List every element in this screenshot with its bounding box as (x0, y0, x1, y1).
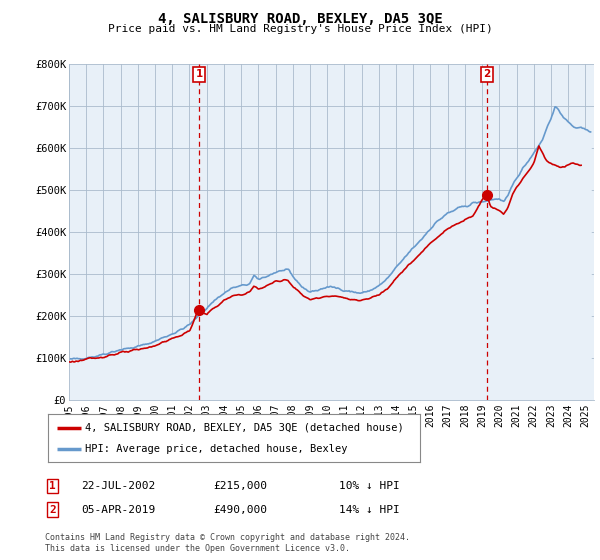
Text: 2: 2 (483, 69, 490, 80)
Text: 4, SALISBURY ROAD, BEXLEY, DA5 3QE: 4, SALISBURY ROAD, BEXLEY, DA5 3QE (158, 12, 442, 26)
Text: £215,000: £215,000 (213, 481, 267, 491)
Text: 2: 2 (49, 505, 56, 515)
Text: £490,000: £490,000 (213, 505, 267, 515)
Text: 05-APR-2019: 05-APR-2019 (81, 505, 155, 515)
Text: 14% ↓ HPI: 14% ↓ HPI (339, 505, 400, 515)
Text: HPI: Average price, detached house, Bexley: HPI: Average price, detached house, Bexl… (85, 444, 348, 454)
Text: 4, SALISBURY ROAD, BEXLEY, DA5 3QE (detached house): 4, SALISBURY ROAD, BEXLEY, DA5 3QE (deta… (85, 423, 404, 433)
Text: Contains HM Land Registry data © Crown copyright and database right 2024.
This d: Contains HM Land Registry data © Crown c… (45, 533, 410, 553)
Text: 1: 1 (196, 69, 203, 80)
Text: Price paid vs. HM Land Registry's House Price Index (HPI): Price paid vs. HM Land Registry's House … (107, 24, 493, 34)
Text: 10% ↓ HPI: 10% ↓ HPI (339, 481, 400, 491)
Text: 22-JUL-2002: 22-JUL-2002 (81, 481, 155, 491)
Text: 1: 1 (49, 481, 56, 491)
